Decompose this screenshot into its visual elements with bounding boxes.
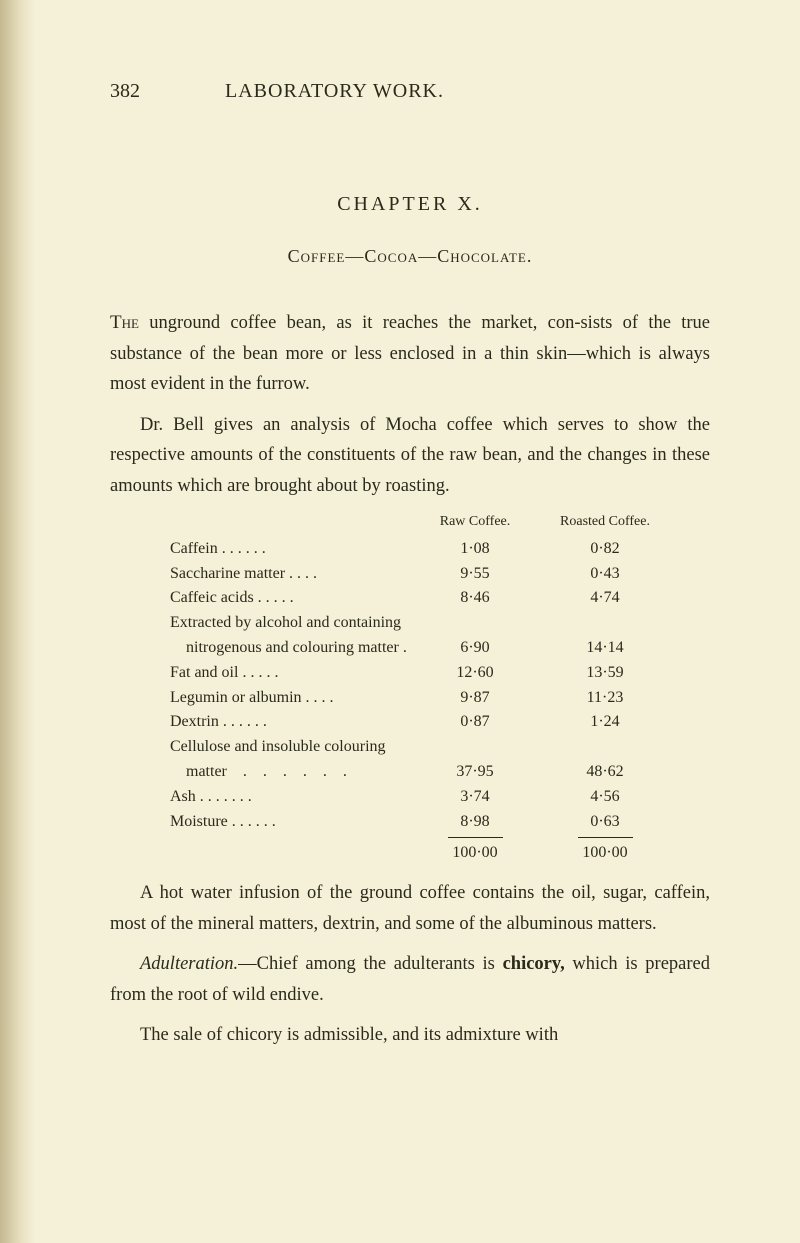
- composition-table: Raw Coffee. Roasted Coffee. Caffein . . …: [170, 511, 670, 866]
- row-value-roasted: 0·43: [540, 562, 670, 587]
- row-value-raw: 9·55: [410, 562, 540, 587]
- table-row: Fat and oil . . . . . 12·60 13·59: [170, 661, 670, 686]
- row-value-roasted: 48·62: [540, 760, 670, 785]
- row-value-roasted: 11·23: [540, 686, 670, 711]
- row-value-roasted: 4·56: [540, 785, 670, 810]
- para4-rest: —Chief among the adulterants is: [238, 954, 502, 974]
- row-value-raw: 37·95: [410, 760, 540, 785]
- page-number: 382: [110, 80, 140, 103]
- row-value-roasted: 13·59: [540, 661, 670, 686]
- row-label: Moisture . . . . . .: [170, 810, 410, 835]
- row-label: matter . . . . . .: [170, 760, 410, 785]
- row-label: Caffein . . . . . .: [170, 537, 410, 562]
- row-value-raw: 8·98: [410, 810, 540, 835]
- table-row: Dextrin . . . . . . 0·87 1·24: [170, 710, 670, 735]
- row-value-roasted: 0·63: [540, 810, 670, 835]
- table-total-row: 100·00 100·00: [170, 841, 670, 866]
- row-label: Saccharine matter . . . .: [170, 562, 410, 587]
- table-row: Legumin or albumin . . . . 9·87 11·23: [170, 686, 670, 711]
- table-row: Caffeic acids . . . . . 8·46 4·74: [170, 586, 670, 611]
- chapter-title: CHAPTER X.: [110, 193, 710, 216]
- table-row: Moisture . . . . . . 8·98 0·63: [170, 810, 670, 835]
- table-row: nitrogenous and colouring matter . 6·90 …: [170, 636, 670, 661]
- row-value-raw: 6·90: [410, 636, 540, 661]
- row-label: nitrogenous and colouring matter .: [170, 636, 410, 661]
- row-label: Ash . . . . . . .: [170, 785, 410, 810]
- row-label: Dextrin . . . . . .: [170, 710, 410, 735]
- table-row: Saccharine matter . . . . 9·55 0·43: [170, 562, 670, 587]
- row-value-raw: 0·87: [410, 710, 540, 735]
- table-rule-row: [170, 834, 670, 841]
- table-row: Cellulose and insoluble colouring: [170, 735, 670, 760]
- rule-cell: [410, 834, 540, 841]
- total-rule-icon: [448, 837, 503, 838]
- row-value-roasted: 4·74: [540, 586, 670, 611]
- col-header-roasted: Roasted Coffee.: [540, 511, 670, 533]
- table-row: Caffein . . . . . . 1·08 0·82: [170, 537, 670, 562]
- total-raw: 100·00: [410, 841, 540, 866]
- para1-lead: The: [110, 312, 139, 333]
- paragraph-4: Adulteration.—Chief among the adulterant…: [110, 949, 710, 1010]
- paragraph-2: Dr. Bell gives an analysis of Mocha coff…: [110, 410, 710, 502]
- paragraph-1: The unground coffee bean, as it reaches …: [110, 307, 710, 400]
- row-value-raw: 12·60: [410, 661, 540, 686]
- row-label: Cellulose and insoluble colouring: [170, 735, 410, 760]
- para4-lead: Adulteration.: [140, 954, 238, 974]
- row-value-raw: 3·74: [410, 785, 540, 810]
- total-rule-icon: [578, 837, 633, 838]
- para4-bold: chicory,: [503, 954, 565, 974]
- total-roasted: 100·00: [540, 841, 670, 866]
- row-value-roasted: 0·82: [540, 537, 670, 562]
- chapter-subtitle: Coffee—Cocoa—Chocolate.: [110, 246, 710, 267]
- row-label: Extracted by alcohol and containing: [170, 611, 410, 636]
- page-binding-edge: [0, 0, 35, 1243]
- paragraph-5: The sale of chicory is admissible, and i…: [110, 1020, 710, 1051]
- col-header-raw: Raw Coffee.: [410, 511, 540, 533]
- table-row: matter . . . . . . 37·95 48·62: [170, 760, 670, 785]
- row-value-roasted: 1·24: [540, 710, 670, 735]
- row-label: Caffeic acids . . . . .: [170, 586, 410, 611]
- row-value-raw: 8·46: [410, 586, 540, 611]
- running-title: LABORATORY WORK.: [225, 80, 444, 103]
- paragraph-3: A hot water infusion of the ground coffe…: [110, 878, 710, 939]
- table-header-row: Raw Coffee. Roasted Coffee.: [170, 511, 670, 533]
- table-row: Extracted by alcohol and containing: [170, 611, 670, 636]
- row-value-raw: 1·08: [410, 537, 540, 562]
- page-header: 382 LABORATORY WORK.: [110, 80, 710, 103]
- row-value-roasted: 14·14: [540, 636, 670, 661]
- row-label: Fat and oil . . . . .: [170, 661, 410, 686]
- row-label: Legumin or albumin . . . .: [170, 686, 410, 711]
- row-value-raw: 9·87: [410, 686, 540, 711]
- table-row: Ash . . . . . . . 3·74 4·56: [170, 785, 670, 810]
- rule-cell: [540, 834, 670, 841]
- para1-rest: unground coffee bean, as it reaches the …: [110, 313, 710, 394]
